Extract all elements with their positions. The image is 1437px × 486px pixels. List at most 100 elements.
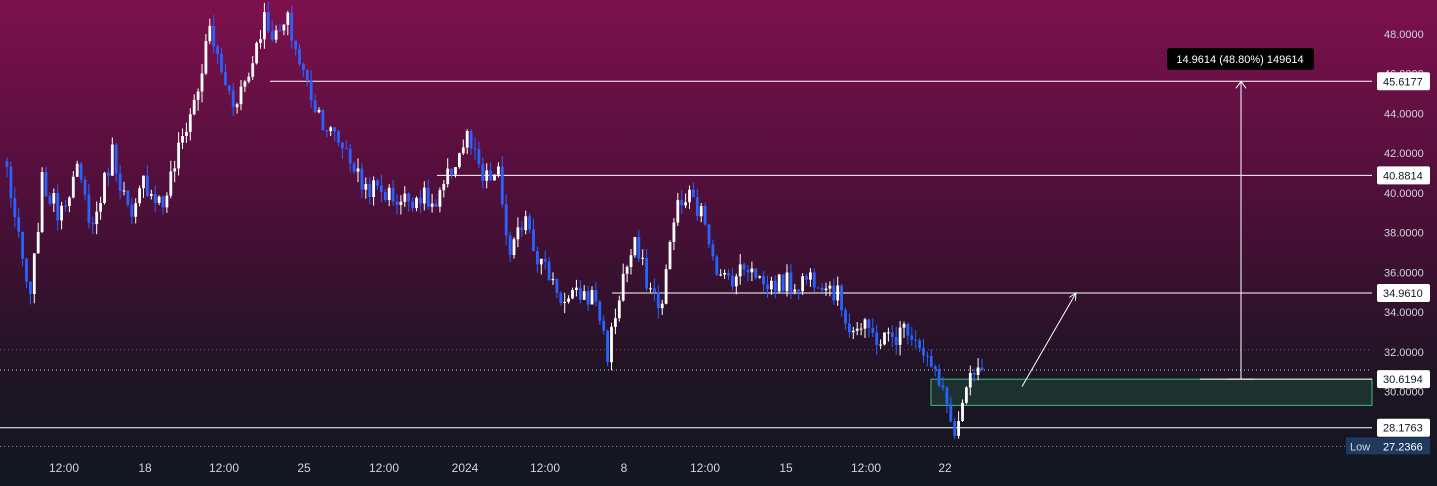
grid-lines	[0, 349, 1372, 447]
level-price-label-box	[1377, 370, 1430, 389]
candle-body	[103, 172, 106, 203]
candle-body	[204, 41, 208, 74]
measure-arrow-head	[1235, 80, 1247, 89]
low-value: 27.2366	[1383, 441, 1423, 453]
y-tick-label: 42.0000	[1384, 148, 1424, 160]
candle-body	[547, 261, 551, 281]
candle-body	[512, 239, 516, 256]
candle-body	[465, 131, 469, 148]
y-tick-label: 34.0000	[1384, 307, 1424, 319]
candle-body	[157, 196, 161, 203]
x-tick-label: 18	[138, 461, 152, 475]
candle-body	[688, 189, 691, 203]
candle-body	[524, 216, 528, 231]
candle-body	[828, 285, 832, 289]
candle-body	[922, 347, 925, 356]
level-price-label: 45.6177	[1383, 76, 1423, 88]
candle-body	[668, 241, 672, 270]
candle-body	[224, 71, 227, 86]
candle-body	[731, 275, 734, 287]
candle-body	[107, 172, 110, 176]
candle-body	[60, 205, 63, 221]
x-tick-label: 12:00	[530, 461, 560, 475]
level-price-label: 30.6194	[1383, 374, 1423, 386]
candle-body	[153, 194, 157, 203]
x-tick-label: 25	[297, 461, 311, 475]
drawings: 14.9614 (48.80%) 149614	[1021, 48, 1314, 387]
measure-label: 14.9614 (48.80%) 149614	[1176, 54, 1303, 66]
candle-body	[142, 175, 145, 189]
candle-body	[333, 127, 336, 132]
candle-body	[614, 318, 617, 327]
time-axis[interactable]: 12:00 18 12:00 25 12:00 2024 12:00 8 12:00 15 12:0…	[49, 461, 952, 475]
candle-body	[937, 369, 941, 386]
candle-body	[403, 193, 407, 202]
candle-body	[563, 301, 567, 304]
candle-body	[649, 288, 652, 290]
candle-body	[13, 197, 17, 218]
candle-body	[48, 196, 52, 204]
candle-body	[165, 195, 169, 208]
candle-body	[832, 285, 836, 301]
x-tick-label: 12:00	[369, 461, 399, 475]
candle-body	[559, 292, 563, 304]
candle-body	[122, 190, 126, 192]
candle-body	[95, 211, 99, 225]
candle-body	[426, 187, 430, 207]
candle-body	[337, 131, 340, 143]
measure-label-box	[1167, 48, 1314, 70]
candle-body	[738, 264, 742, 277]
candle-body	[532, 229, 535, 252]
candles	[5, 1, 984, 440]
candle-body	[902, 323, 906, 328]
candle-body	[36, 231, 40, 254]
candle-body	[493, 174, 496, 181]
candle-body	[957, 420, 960, 436]
candle-body	[703, 206, 707, 225]
candle-body	[715, 256, 719, 275]
candle-body	[762, 276, 765, 285]
candle-body	[965, 387, 968, 403]
horizontal-levels	[0, 80, 1372, 429]
candle-body	[71, 176, 75, 198]
candle-body	[859, 328, 863, 330]
candle-body	[274, 30, 278, 40]
x-tick-label: 2024	[452, 461, 479, 475]
candle-body	[645, 257, 648, 289]
candle-body	[419, 197, 422, 204]
candle-body	[110, 144, 114, 176]
candle-body	[941, 385, 945, 388]
candle-body	[742, 264, 746, 270]
candle-body	[231, 90, 235, 108]
candle-body	[621, 273, 625, 301]
candle-body	[497, 166, 500, 175]
candle-body	[660, 303, 664, 309]
candle-body	[454, 167, 457, 175]
candle-body	[302, 64, 305, 70]
candle-body	[489, 170, 492, 181]
candle-body	[641, 257, 645, 259]
candle-body	[5, 160, 9, 167]
candle-body	[684, 202, 687, 206]
candle-body	[898, 327, 902, 345]
candle-body	[282, 24, 286, 31]
candle-body	[313, 100, 317, 113]
candle-body	[434, 203, 438, 207]
candle-body	[809, 272, 812, 280]
candle-body	[161, 196, 165, 208]
candle-body	[40, 172, 44, 232]
candle-body	[906, 323, 910, 336]
candle-body	[255, 42, 258, 64]
candle-body	[707, 224, 711, 245]
candle-body	[227, 85, 231, 91]
candle-body	[286, 12, 290, 25]
candle-body	[699, 206, 703, 217]
level-price-label-box	[1377, 166, 1430, 185]
candle-body	[188, 114, 192, 132]
candle-body	[259, 39, 262, 43]
level-price-label: 40.8814	[1383, 170, 1423, 182]
candle-body	[485, 170, 489, 181]
